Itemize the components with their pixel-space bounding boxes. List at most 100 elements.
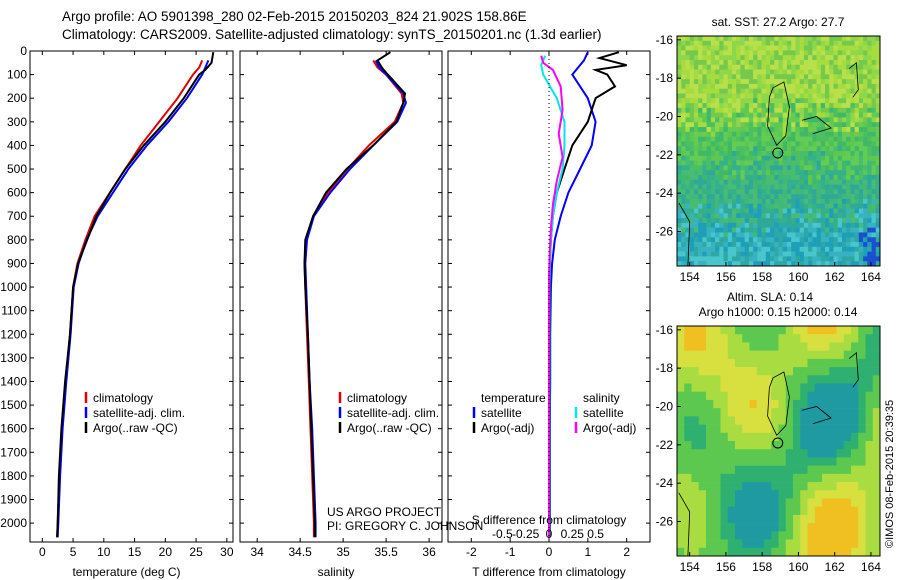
map-cell	[808, 246, 813, 252]
map-cell	[803, 83, 809, 90]
map-cell	[875, 50, 881, 56]
map-cell	[774, 242, 779, 248]
map-cell	[685, 36, 690, 42]
map-cell	[858, 50, 864, 56]
map-cell	[736, 170, 741, 176]
map-cell	[727, 523, 736, 532]
map-cell	[677, 88, 682, 94]
map-cell	[807, 531, 816, 540]
map-cell	[706, 416, 714, 425]
map-cell	[748, 165, 754, 171]
map-cell	[829, 256, 834, 262]
map-cell	[757, 59, 762, 66]
xtick-label: 35	[336, 545, 350, 559]
map-cell	[829, 539, 837, 549]
map-cell	[791, 136, 796, 142]
map-cell	[740, 146, 745, 152]
map-cell	[727, 473, 736, 483]
map-cell	[858, 189, 864, 195]
map-cell	[836, 383, 845, 393]
map-cell	[816, 232, 822, 238]
map-cell	[872, 473, 881, 483]
map-cell	[863, 136, 868, 142]
map-cell	[816, 165, 822, 171]
map-cell	[820, 184, 826, 190]
map-cell	[795, 189, 800, 195]
map-cell	[689, 174, 695, 181]
map-cell	[723, 83, 729, 90]
map-cell	[723, 179, 729, 185]
map-cell	[740, 151, 745, 157]
map-cell	[851, 408, 859, 417]
map-cell	[829, 98, 834, 104]
map-cell	[713, 539, 721, 549]
map-cell	[727, 136, 733, 142]
map-cell	[836, 399, 845, 409]
map-cell	[799, 151, 805, 157]
map-cell	[740, 117, 745, 123]
map-cell	[822, 523, 830, 532]
map-cell	[816, 227, 822, 233]
map-cell	[791, 189, 796, 195]
map-cell	[850, 242, 855, 248]
map-cell	[812, 222, 817, 228]
map-cell	[698, 424, 707, 434]
map-cell	[731, 131, 737, 137]
map-cell	[867, 127, 872, 133]
map-cell	[693, 174, 699, 181]
map-cell	[816, 170, 822, 176]
map-cell	[833, 88, 839, 94]
map-cell	[748, 88, 754, 94]
map-cell	[735, 326, 743, 335]
map-cell	[770, 64, 775, 70]
map-cell	[723, 160, 729, 166]
map-cell	[710, 246, 716, 252]
map-cell	[691, 457, 700, 466]
map-cell	[770, 117, 775, 123]
map-cell	[858, 399, 866, 409]
map-cell	[800, 465, 808, 475]
map-cell	[820, 107, 826, 113]
map-cell	[681, 256, 686, 262]
map-cell	[744, 151, 750, 157]
map-cell	[846, 174, 851, 181]
map-cell	[770, 261, 775, 267]
map-cell	[808, 237, 813, 243]
map-cell	[731, 208, 737, 214]
map-cell	[871, 160, 877, 166]
map-cell	[851, 457, 859, 466]
map-cell	[736, 122, 741, 128]
map-cell	[735, 457, 743, 466]
map-cell	[863, 184, 868, 190]
map-cell	[846, 55, 851, 61]
map-cell	[742, 547, 750, 557]
map-cell	[764, 367, 772, 376]
map-cell	[706, 432, 714, 442]
map-cell	[837, 69, 843, 75]
map-cell	[800, 441, 808, 450]
map-cell	[681, 45, 686, 51]
map-cell	[791, 107, 796, 113]
map-cell	[867, 103, 872, 109]
map-cell	[770, 151, 775, 157]
map-cell	[735, 350, 743, 360]
map-cell	[814, 408, 823, 417]
map-cell	[836, 391, 845, 401]
map-cell	[748, 160, 754, 166]
map-cell	[698, 261, 703, 267]
map-cell	[837, 251, 843, 257]
map-cell	[736, 79, 741, 85]
map-cell	[793, 367, 801, 376]
map-cell	[875, 213, 881, 219]
map-cell	[865, 358, 874, 368]
map-cell	[689, 136, 695, 142]
map-cell	[757, 117, 762, 123]
panel-frame-temperature	[29, 50, 234, 543]
map-cell	[710, 256, 716, 262]
map-cell	[786, 93, 792, 99]
map-cell	[795, 222, 800, 228]
map-cell	[691, 514, 700, 524]
map-cell	[795, 179, 800, 185]
map-cell	[677, 122, 682, 128]
imos-stamp: ©IMOS 08-Feb-2015 20:39:35	[884, 400, 896, 548]
